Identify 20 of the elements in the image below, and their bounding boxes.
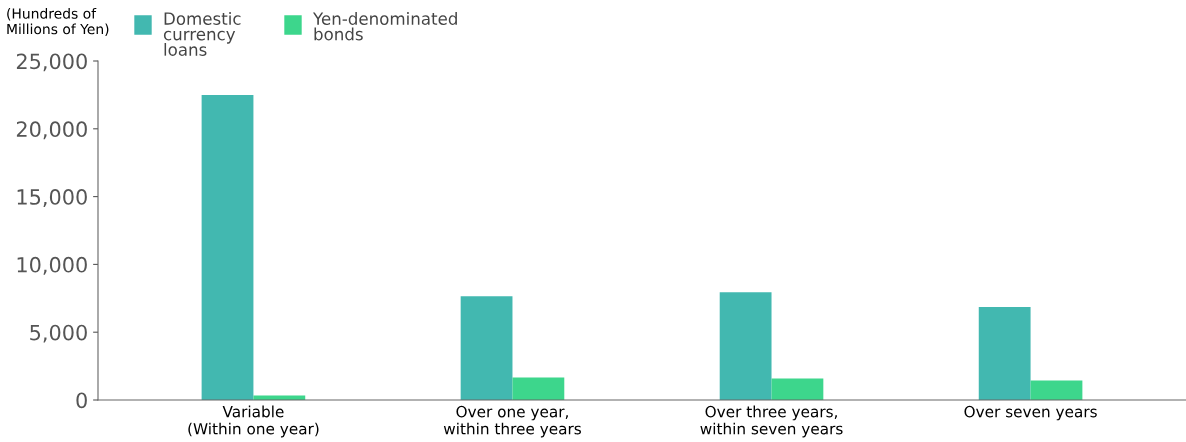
y-tick-label: 10,000	[17, 256, 87, 275]
legend-label: Yen-denominated bonds	[312, 12, 457, 41]
y-axis-title: (Hundreds of Millions of Yen)	[7, 8, 109, 36]
bar	[1030, 380, 1083, 400]
y-tick-label: 25,000	[16, 53, 87, 72]
bar	[771, 378, 824, 400]
y-tick-label: 5,000	[30, 324, 87, 343]
x-tick-label: Over seven years	[964, 405, 1097, 421]
bar	[201, 94, 254, 400]
x-tick-label: Variable (Within one year)	[188, 405, 319, 438]
legend-label: Domestic currency loans	[163, 12, 241, 56]
x-tick-label: Over three years, within seven years	[700, 405, 843, 438]
y-tick-label: 20,000	[16, 121, 87, 140]
bar	[719, 292, 772, 400]
bar	[460, 296, 513, 400]
y-tick-label: 0	[76, 392, 87, 409]
x-tick-label: Over one year, within three years	[443, 405, 581, 438]
bar	[978, 306, 1031, 400]
bar	[512, 377, 565, 400]
y-tick-label: 15,000	[17, 189, 87, 207]
